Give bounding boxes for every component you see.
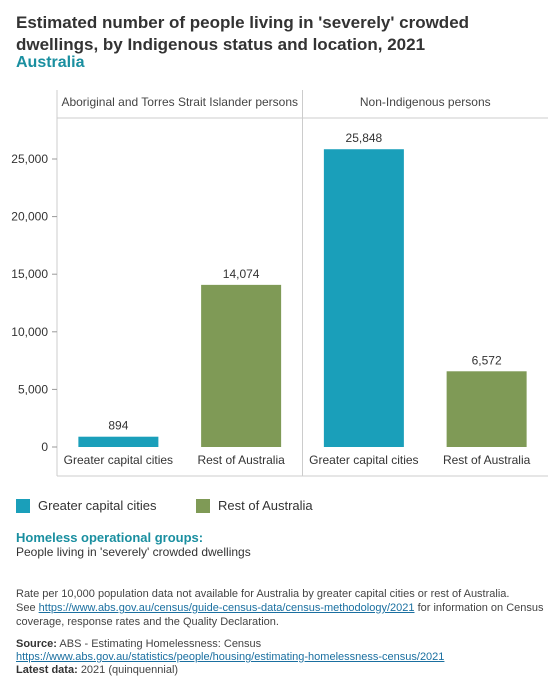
chart-subtitle: Australia — [16, 54, 85, 71]
data-label: 6,572 — [472, 353, 502, 367]
bar — [446, 371, 527, 447]
census-methodology-link[interactable]: https://www.abs.gov.au/census/guide-cens… — [38, 602, 415, 614]
operational-groups-heading: Homeless operational groups: — [16, 530, 204, 545]
legend-label: Rest of Australia — [218, 498, 313, 513]
x-tick-label: Rest of Australia — [443, 453, 531, 467]
y-tick-label: 15,000 — [11, 267, 48, 281]
y-tick-label: 0 — [41, 440, 48, 454]
legend-item-greater-capital-cities[interactable]: Greater capital cities — [16, 498, 157, 513]
legend-item-rest-of-australia[interactable]: Rest of Australia — [196, 498, 313, 513]
data-label: 25,848 — [346, 131, 383, 145]
source-link[interactable]: https://www.abs.gov.au/statistics/people… — [16, 651, 445, 663]
latest-data-value: 2021 (quinquennial) — [80, 664, 179, 676]
bar — [201, 284, 282, 447]
y-tick-label: 10,000 — [11, 325, 48, 339]
source-label: Source: — [16, 638, 57, 650]
y-tick-label: 5,000 — [18, 382, 48, 396]
note-after: for information on Census coverage, resp… — [16, 602, 544, 628]
legend-label: Greater capital cities — [38, 498, 157, 513]
data-label: 14,074 — [223, 267, 260, 281]
latest-data-label: Latest data: — [16, 664, 78, 676]
data-note: Rate per 10,000 population data not avai… — [16, 587, 551, 629]
bar-chart: 0 5,000 10,000 15,000 20,000 25,000 Aboriginal… — [11, 90, 548, 477]
x-tick-label: Rest of Australia — [197, 453, 285, 467]
data-label: 894 — [108, 419, 128, 433]
operational-groups-value: People living in 'severely' crowded dwel… — [16, 545, 251, 559]
x-tick-label: Greater capital cities — [64, 453, 173, 467]
x-tick-label: Greater capital cities — [309, 453, 418, 467]
legend-swatch — [16, 498, 30, 513]
y-tick-label: 20,000 — [11, 210, 48, 224]
bar — [78, 436, 159, 447]
source-text: ABS - Estimating Homelessness: Census — [59, 638, 262, 650]
source-block: Source: ABS - Estimating Homelessness: C… — [16, 638, 551, 677]
chart-title: Estimated number of people living in 'se… — [16, 13, 470, 54]
panel-header: Non-Indigenous persons — [360, 95, 491, 109]
note-see: See — [16, 602, 36, 614]
legend-swatch — [196, 498, 210, 513]
note-line: Rate per 10,000 population data not avai… — [16, 588, 510, 600]
y-tick-label: 25,000 — [11, 152, 48, 166]
panel-header: Aboriginal and Torres Strait Islander pe… — [61, 95, 298, 109]
bar — [323, 149, 404, 447]
